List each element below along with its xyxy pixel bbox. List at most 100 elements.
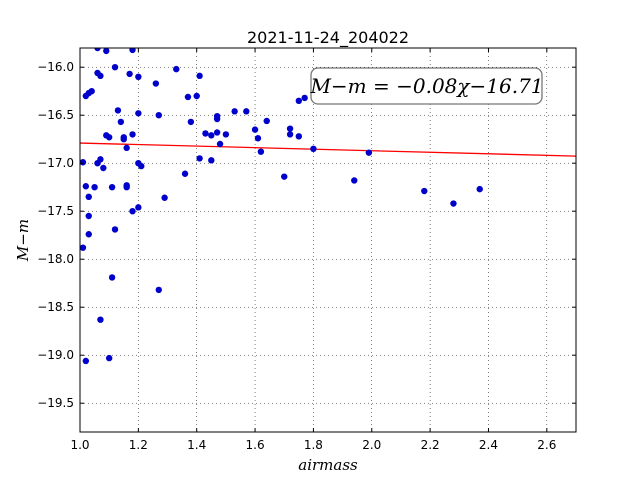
data-point (135, 204, 142, 211)
y-tick-label: −16.0 (37, 60, 74, 74)
data-point (421, 187, 428, 195)
data-point (97, 72, 104, 80)
data-points (80, 48, 483, 365)
data-point (173, 65, 180, 73)
data-point (108, 184, 116, 191)
data-point (216, 140, 224, 148)
data-point (80, 159, 87, 166)
data-point (103, 48, 110, 55)
data-point (181, 170, 189, 177)
data-point (88, 88, 95, 95)
data-point (202, 130, 209, 137)
data-point (193, 92, 200, 100)
x-tick-label: 2.0 (362, 438, 381, 452)
data-point (80, 244, 87, 251)
y-axis-label: M−m (14, 219, 32, 262)
ticks: 1.0 1.2 1.4 1.6 1.8 2.0 2.2 2.4 2.6 −16.0 −16.5 −17… (37, 48, 576, 452)
data-point (105, 354, 113, 362)
data-point (126, 70, 133, 78)
data-point (365, 149, 373, 156)
data-point (208, 157, 215, 164)
data-point (155, 112, 162, 119)
x-axis-label: airmass (298, 456, 358, 474)
data-point (196, 72, 203, 80)
data-point (152, 80, 160, 87)
y-tick-label: −19.0 (37, 348, 74, 362)
data-point (135, 73, 142, 81)
x-tick-label: 1.6 (246, 438, 265, 452)
equation-annotation: M−m = −0.08χ−16.71 (309, 67, 544, 105)
data-point (351, 177, 358, 184)
x-tick-label: 1.2 (129, 438, 148, 452)
data-point (254, 135, 262, 142)
data-point (257, 148, 265, 155)
data-point (100, 164, 107, 172)
data-point (129, 208, 136, 215)
y-tick-label: −18.0 (37, 252, 74, 266)
data-point (281, 173, 288, 180)
x-tick-label: 2.4 (479, 438, 498, 452)
data-point (85, 193, 92, 200)
chart-title: 2021-11-24_204022 (247, 28, 409, 48)
data-point (111, 63, 119, 71)
data-point (295, 97, 303, 105)
data-point (187, 118, 195, 126)
data-point (301, 94, 308, 102)
data-point (196, 155, 203, 162)
annotation-box (310, 67, 543, 105)
data-point (120, 134, 127, 141)
data-point (295, 133, 303, 140)
x-tick-label: 2.6 (537, 438, 556, 452)
x-tick-label: 1.4 (187, 438, 206, 452)
data-point (123, 184, 130, 191)
y-tick-label: −18.5 (37, 300, 74, 314)
data-point (231, 108, 238, 115)
fit-line-layer (79, 142, 577, 157)
x-tick-label: 1.0 (70, 438, 89, 452)
data-point (263, 117, 270, 125)
data-point (184, 93, 192, 101)
data-point (213, 129, 221, 136)
x-tick-label: 2.2 (421, 438, 440, 452)
data-point (129, 48, 136, 54)
grid (80, 48, 576, 432)
y-tick-label: −17.5 (37, 204, 74, 218)
data-point (155, 286, 162, 294)
data-point (108, 274, 116, 281)
data-point (97, 156, 104, 163)
data-point (161, 194, 168, 201)
data-point (243, 108, 250, 115)
y-tick-label: −16.5 (37, 108, 74, 122)
y-tick-label: −19.5 (37, 396, 74, 410)
data-point (213, 115, 221, 123)
annotation-text: M−m = −0.08χ−16.71 (309, 74, 543, 98)
data-point (82, 357, 90, 365)
data-point (94, 48, 101, 52)
data-point (450, 200, 457, 207)
data-point (117, 118, 125, 126)
x-tick-label: 1.8 (304, 438, 323, 452)
data-point (476, 185, 483, 193)
data-point (286, 131, 294, 138)
data-point (85, 231, 92, 238)
data-point (85, 212, 92, 220)
data-point (135, 110, 142, 117)
data-point (286, 125, 294, 132)
data-point (123, 144, 130, 152)
data-point (111, 226, 119, 233)
data-point (208, 132, 215, 139)
data-point (105, 134, 113, 141)
data-point (310, 145, 317, 152)
data-point (114, 107, 122, 114)
data-point (91, 184, 98, 191)
data-point (138, 162, 145, 170)
data-point (82, 183, 90, 190)
data-point (97, 316, 104, 323)
y-tick-label: −17.0 (37, 156, 74, 170)
data-point (251, 126, 259, 133)
data-point (222, 131, 230, 138)
fit-line (79, 142, 577, 157)
plot-frame (79, 47, 577, 433)
data-point (129, 131, 136, 138)
